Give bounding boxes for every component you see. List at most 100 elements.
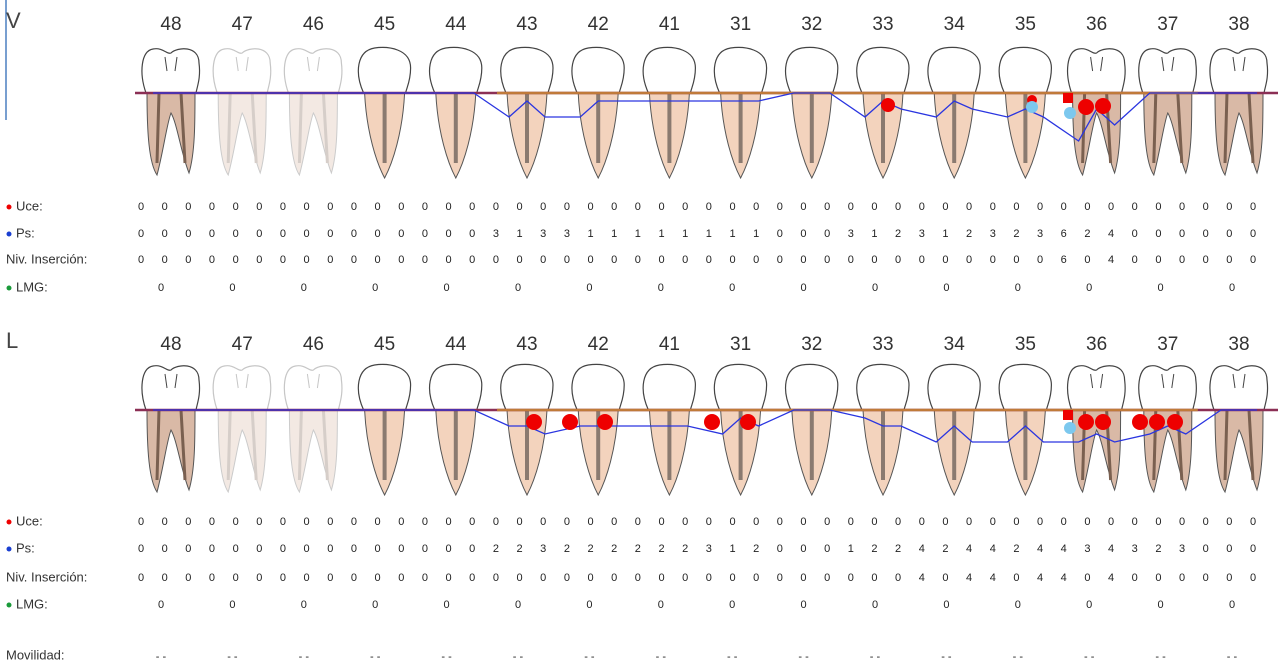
ps-value: 0 — [375, 543, 381, 555]
uce-value: 0 — [848, 201, 854, 213]
tooth-number: 45 — [374, 14, 395, 35]
uce-value: 0 — [942, 516, 948, 528]
uce-value: 0 — [327, 201, 333, 213]
mobility-value: - - — [1084, 651, 1095, 663]
tooth — [642, 46, 697, 180]
lmg-value: 0 — [1015, 282, 1021, 294]
tooth-number: 44 — [445, 334, 467, 355]
ps-value: 2 — [611, 543, 617, 555]
ps-value: 0 — [375, 228, 381, 240]
tooth-detail — [164, 56, 178, 72]
tooth-crown — [571, 363, 625, 411]
ps-value: 2 — [1013, 543, 1019, 555]
uce-value: 0 — [777, 516, 783, 528]
tooth-crown — [212, 365, 272, 411]
tooth-crown — [1209, 48, 1269, 94]
tooth-root — [146, 92, 196, 177]
uce-value: 0 — [256, 516, 262, 528]
tooth-detail — [1161, 56, 1175, 72]
tooth-number: 38 — [1228, 14, 1249, 35]
ps-value: 0 — [351, 228, 357, 240]
tooth-crown — [428, 46, 483, 94]
uce-value: 0 — [398, 516, 404, 528]
uce-value: 0 — [587, 201, 593, 213]
legend-dot — [6, 285, 12, 291]
niv-value: 0 — [871, 254, 877, 266]
niv-value: 6 — [1061, 254, 1067, 266]
dot — [1064, 422, 1076, 434]
uce-value: 0 — [375, 201, 381, 213]
uce-value: 0 — [138, 201, 144, 213]
dot — [1063, 410, 1073, 420]
lmg-value: 0 — [658, 282, 664, 294]
ps-value: 0 — [138, 228, 144, 240]
niv-value: 0 — [895, 254, 901, 266]
ps-value: 4 — [1108, 228, 1114, 240]
ps-value: 3 — [540, 228, 546, 240]
ps-value: 0 — [1203, 228, 1209, 240]
ps-value: 2 — [658, 543, 664, 555]
ps-value: 1 — [753, 228, 759, 240]
uce-value: 0 — [446, 516, 452, 528]
tooth — [1138, 365, 1197, 494]
lmg-value: 0 — [515, 599, 521, 611]
niv-value: 0 — [1226, 254, 1232, 266]
lmg-value: 0 — [586, 599, 592, 611]
tooth-crown — [283, 48, 343, 94]
tooth-canal — [226, 92, 258, 164]
tooth-number: 41 — [659, 14, 680, 35]
ps-value: 0 — [446, 228, 452, 240]
ps-value: 0 — [777, 228, 783, 240]
tooth — [642, 363, 697, 497]
niv-value: 0 — [1013, 572, 1019, 584]
ps-value: 1 — [611, 228, 617, 240]
tooth-detail — [306, 373, 320, 389]
ps-value: 0 — [446, 543, 452, 555]
ps-value: 1 — [682, 228, 688, 240]
tooth — [784, 363, 839, 497]
ps-value: 0 — [1179, 228, 1185, 240]
ps-value: 0 — [256, 228, 262, 240]
niv-value: 0 — [1084, 254, 1090, 266]
tooth-detail — [235, 56, 249, 72]
tooth — [571, 46, 625, 180]
ps-value: 2 — [895, 543, 901, 555]
uce-value: 0 — [966, 516, 972, 528]
tooth-number: 46 — [303, 334, 324, 355]
niv-value: 0 — [1203, 254, 1209, 266]
niv-value: 4 — [990, 572, 996, 584]
ps-value: 0 — [327, 228, 333, 240]
lmg-value: 0 — [1229, 599, 1235, 611]
tooth-crown — [500, 46, 554, 94]
uce-value: 0 — [895, 201, 901, 213]
niv-value: 0 — [564, 254, 570, 266]
tooth-root — [288, 92, 338, 177]
ps-value: 0 — [422, 228, 428, 240]
tooth-number: 41 — [659, 334, 680, 355]
niv-value: 0 — [848, 254, 854, 266]
uce-value: 0 — [1132, 516, 1138, 528]
tooth — [1066, 48, 1126, 177]
tooth — [500, 46, 554, 180]
uce-value: 0 — [233, 516, 239, 528]
niv-value: 4 — [1108, 572, 1114, 584]
niv-value: 0 — [1226, 572, 1232, 584]
tooth — [1209, 48, 1269, 177]
tooth-canal — [297, 409, 329, 481]
dot — [597, 414, 613, 430]
dot — [1063, 93, 1073, 103]
tooth — [713, 46, 768, 180]
niv-value: 0 — [398, 254, 404, 266]
niv-value: 0 — [611, 572, 617, 584]
mobility-value: - - — [941, 651, 952, 663]
tooth-crown — [784, 363, 839, 411]
tooth-canal — [226, 409, 258, 481]
niv-value: 0 — [327, 254, 333, 266]
ps-value: 3 — [848, 228, 854, 240]
probing-line — [153, 409, 1257, 443]
uce-value: 0 — [1155, 516, 1161, 528]
niv-value: 0 — [635, 254, 641, 266]
lmg-value: 0 — [372, 282, 378, 294]
niv-value: 0 — [682, 572, 688, 584]
niv-value: 0 — [1179, 572, 1185, 584]
